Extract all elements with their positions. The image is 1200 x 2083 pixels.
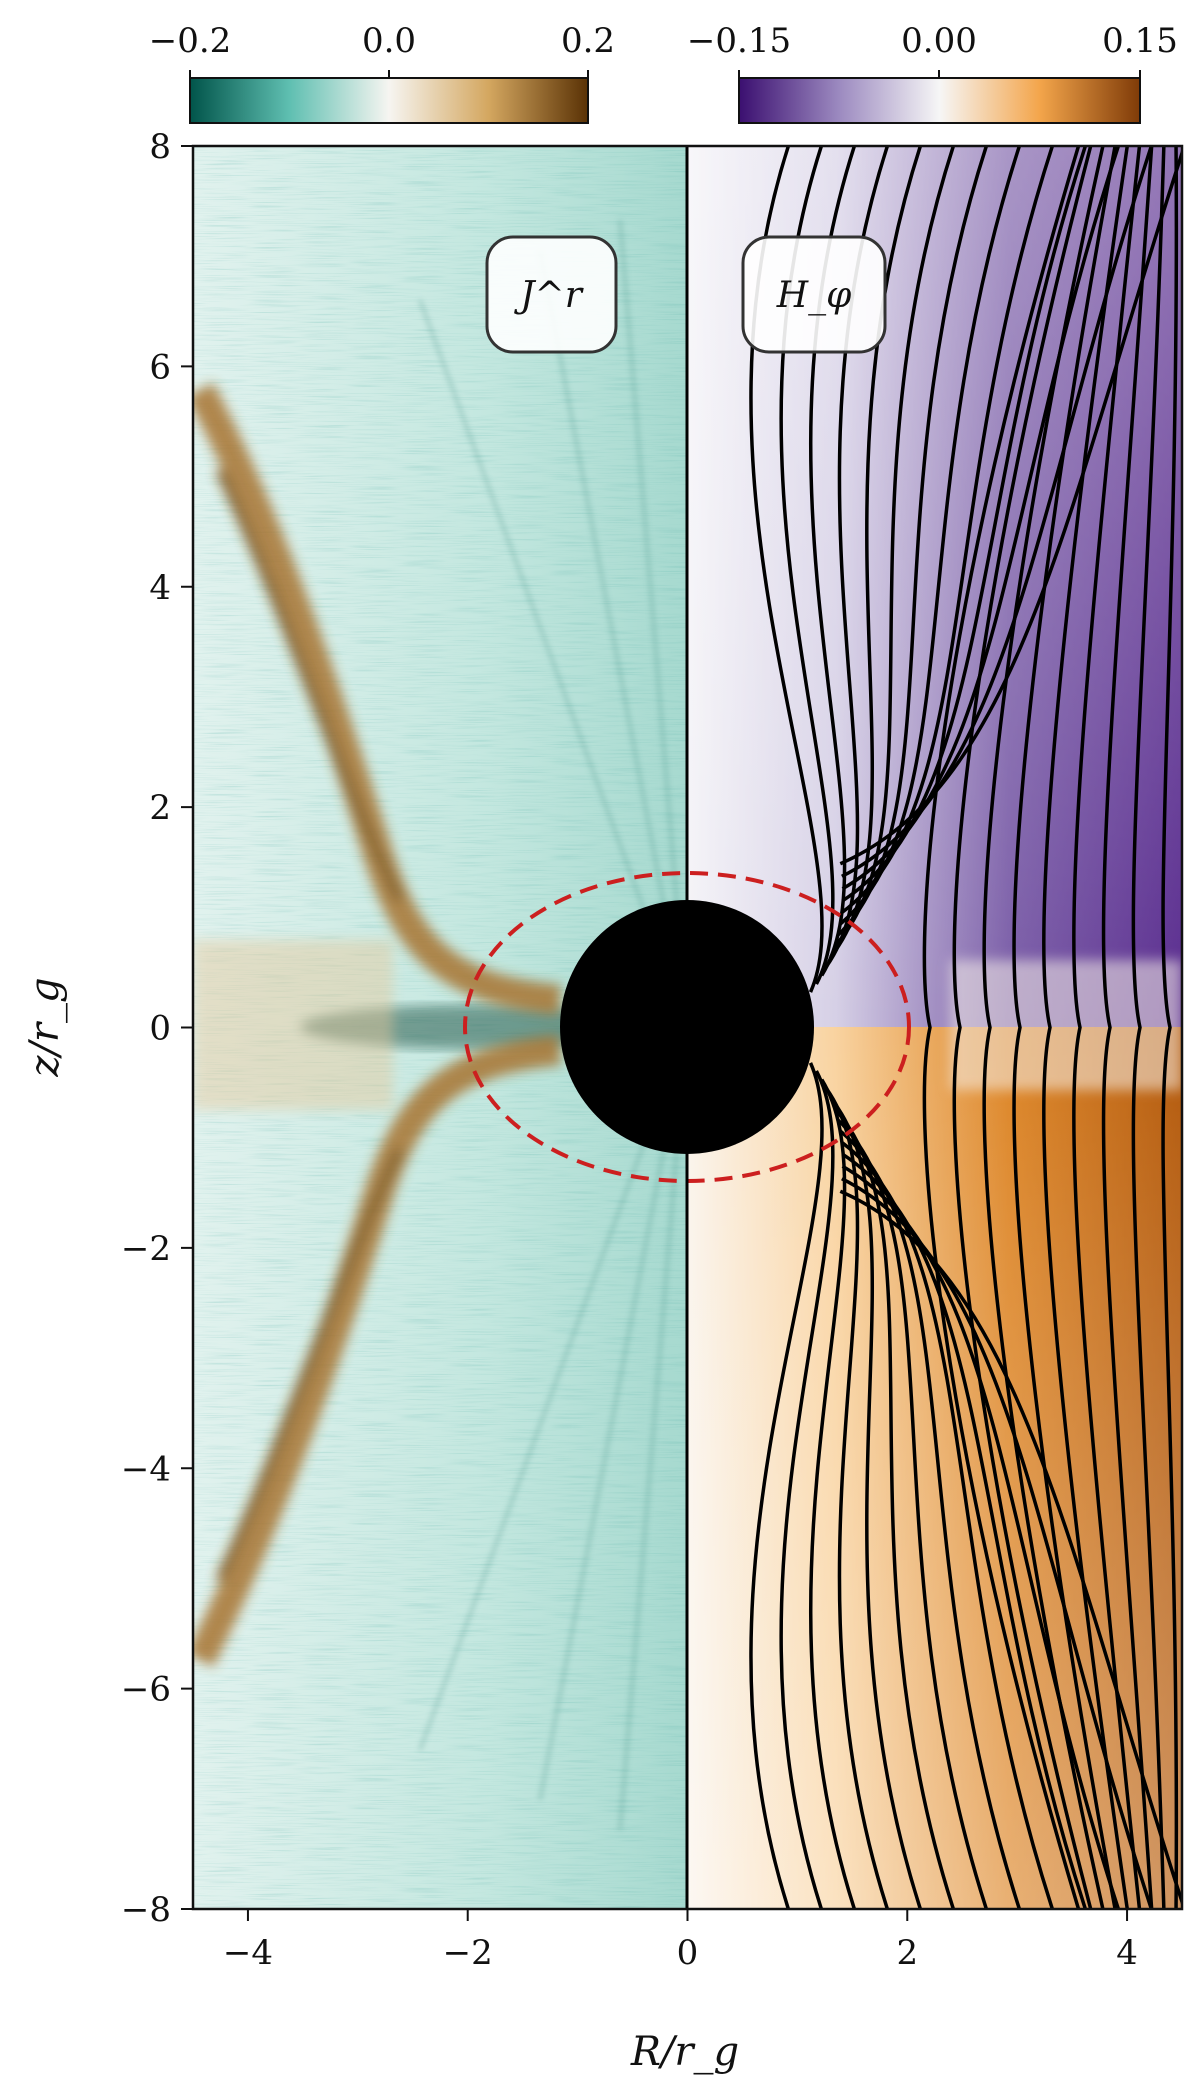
colorbar-left-tick-label: 0.2 [561, 21, 615, 61]
x-axis: −4 −2 0 2 4 [223, 1909, 1138, 1973]
x-axis-title: R/r_g [630, 2029, 739, 2075]
field-line [833, 1107, 956, 1909]
y-tick-label: 0 [149, 1009, 171, 1049]
y-tick-label: −4 [121, 1449, 171, 1489]
x-tick-label: 2 [896, 1933, 918, 1973]
field-line [841, 146, 1121, 891]
y-tick-label: 6 [149, 347, 171, 387]
y-tick-label: −2 [121, 1229, 171, 1269]
current-sheets [193, 382, 562, 1667]
colorbar-right-ticks [738, 70, 1141, 78]
field-line [952, 146, 1093, 1909]
x-tick-label: 0 [677, 1933, 699, 1973]
y-tick-label: −6 [121, 1670, 171, 1710]
field-line [1012, 146, 1117, 1909]
field-line [829, 1097, 923, 1909]
y-tick-label: −8 [121, 1890, 171, 1930]
panel-label-jr: J^r [485, 235, 618, 354]
rays [418, 219, 687, 1831]
y-axis: 8 6 4 2 0 −2 −4 −6 −8 [121, 127, 193, 1930]
field-line [1042, 146, 1130, 1909]
field-line [841, 1164, 1121, 1909]
y-axis-title: z/r_g [22, 977, 68, 1077]
colorbar-left-ticks [189, 70, 589, 78]
field-lines [749, 146, 1182, 1909]
field-line [922, 146, 1081, 1909]
field-line [825, 1087, 890, 1909]
colorbar-right-tick-label: 0.00 [901, 21, 977, 61]
field-line [982, 146, 1105, 1909]
field-line [1072, 146, 1142, 1909]
panel-label-hphi-text: H_φ [776, 275, 852, 316]
field-line [1161, 146, 1179, 1909]
colorbar-left-tick-label: 0.0 [362, 21, 416, 61]
right-panel-hphi [687, 146, 1182, 1909]
colorbar-right: −0.15 0.00 0.15 [687, 21, 1178, 124]
panel-label-jr-text: J^r [513, 275, 584, 316]
x-tick-label: 4 [1116, 1933, 1138, 1973]
field-line [836, 1118, 989, 1909]
panel-label-hphi: H_φ [741, 235, 887, 354]
colorbar-left-tick-label: −0.2 [149, 21, 232, 61]
x-tick-label: −4 [223, 1933, 273, 1973]
field-line [839, 147, 1182, 866]
y-tick-label: 8 [149, 127, 171, 167]
field-line [836, 146, 989, 937]
y-tick-label: 2 [149, 788, 171, 828]
x-tick-label: −2 [443, 1933, 493, 1973]
field-line [749, 1062, 824, 1909]
colorbar-right-tick-label: 0.15 [1102, 21, 1178, 61]
field-line [841, 146, 1088, 903]
colorbar-left: −0.2 0.0 0.2 [149, 21, 615, 124]
y-tick-label: 4 [149, 568, 171, 608]
field-line [1101, 146, 1154, 1909]
field-line [839, 1189, 1182, 1908]
field-line [808, 1078, 857, 1909]
colorbar-right-tick-label: −0.15 [687, 21, 791, 61]
field-line [833, 146, 956, 948]
field-line [1131, 146, 1166, 1909]
field-line [841, 1152, 1088, 1909]
